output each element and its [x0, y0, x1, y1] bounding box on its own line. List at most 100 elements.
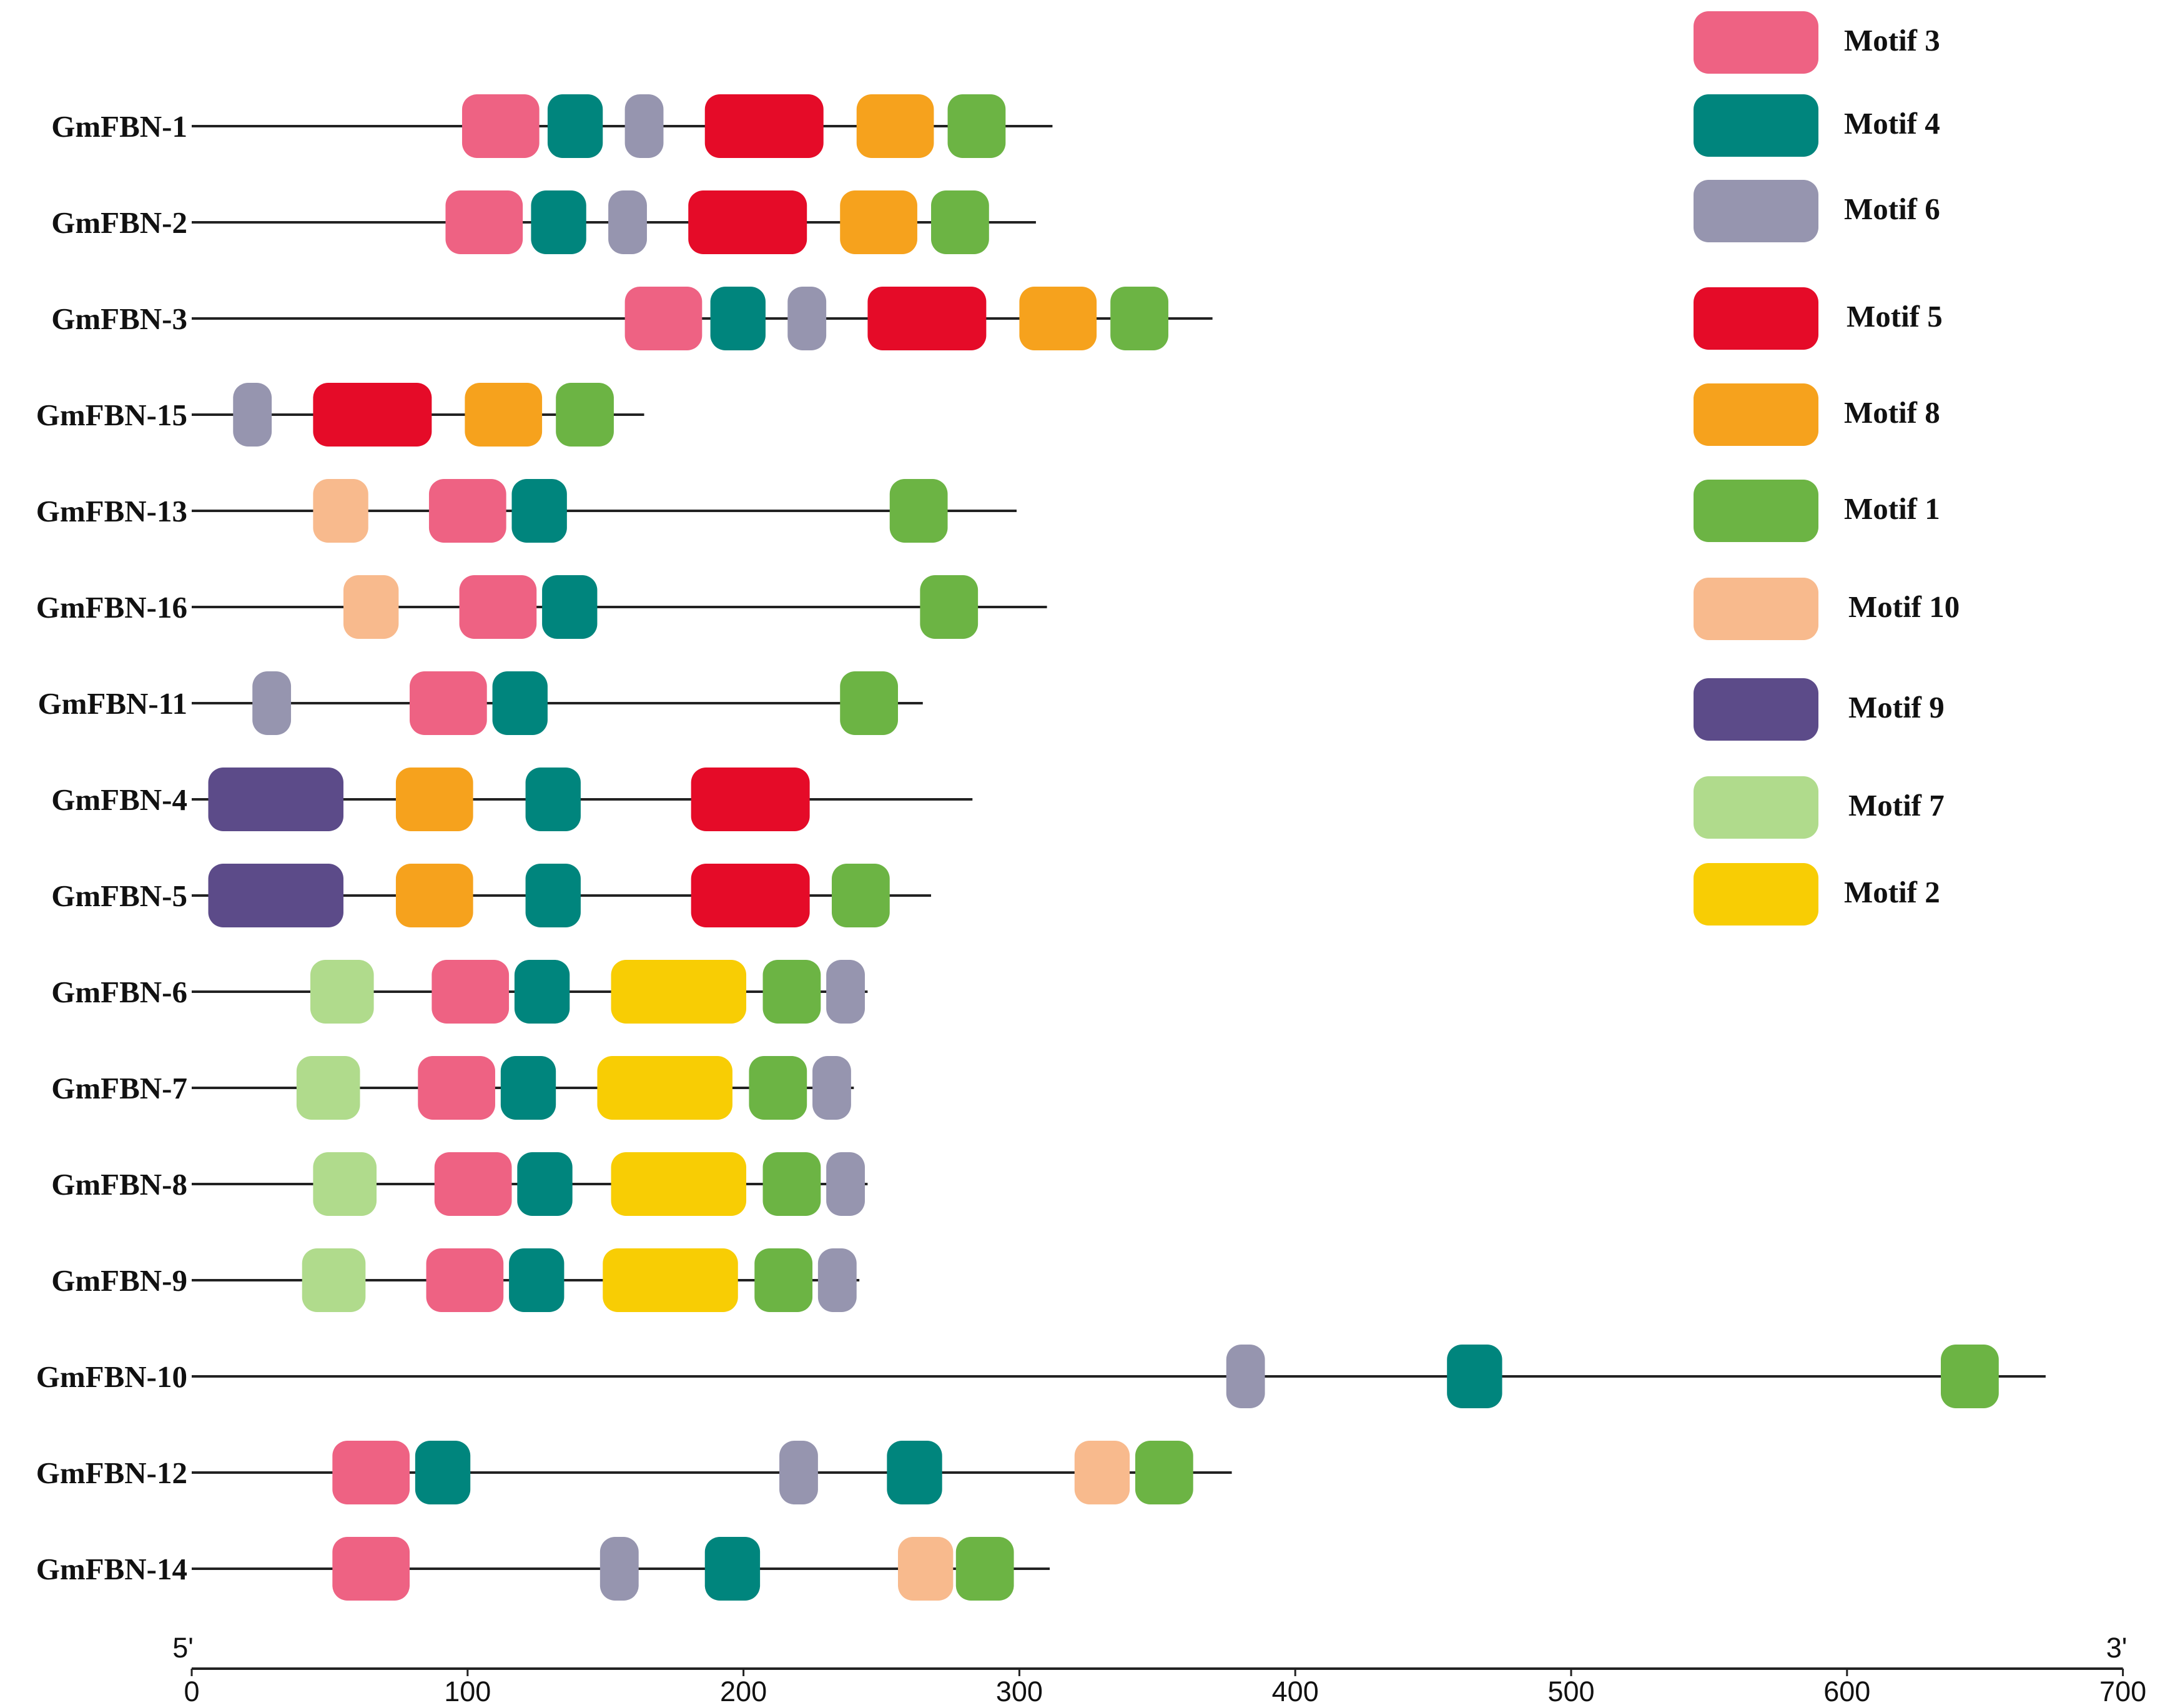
gene-track-gmfbn-15: GmFBN-15 — [36, 383, 644, 447]
legend-swatch — [1694, 863, 1818, 926]
gene-track-gmfbn-11: GmFBN-11 — [37, 671, 923, 735]
gene-label: GmFBN-11 — [37, 686, 187, 721]
gene-track-gmfbn-3: GmFBN-3 — [51, 287, 1213, 350]
motif-box-motif-7 — [296, 1056, 360, 1120]
legend-label: Motif 7 — [1848, 788, 1945, 822]
gene-label: GmFBN-14 — [36, 1552, 187, 1586]
motif-box-motif-3 — [332, 1441, 410, 1504]
gene-label: GmFBN-7 — [51, 1071, 187, 1105]
gene-track-gmfbn-7: GmFBN-7 — [51, 1056, 854, 1120]
motif-box-motif-9 — [208, 768, 343, 831]
motif-box-motif-1 — [947, 94, 1006, 158]
legend-item-motif-6: Motif 6 — [1694, 180, 1940, 242]
motif-box-motif-8 — [840, 190, 917, 254]
x-tick-label: 700 — [2099, 1676, 2146, 1707]
motif-box-motif-5 — [691, 768, 810, 831]
motif-box-motif-8 — [395, 864, 473, 927]
motif-box-motif-5 — [867, 287, 987, 350]
motif-box-motif-8 — [465, 383, 543, 447]
motif-box-motif-3 — [428, 479, 506, 543]
motif-box-motif-4 — [517, 1152, 573, 1216]
legend-item-motif-7: Motif 7 — [1694, 776, 1945, 839]
x-tick-label: 500 — [1547, 1676, 1594, 1707]
motif-box-motif-8 — [395, 768, 473, 831]
legend-swatch — [1694, 776, 1818, 839]
motif-box-motif-10 — [343, 575, 399, 639]
gene-track-gmfbn-6: GmFBN-6 — [51, 960, 868, 1024]
motif-box-motif-1 — [889, 479, 948, 543]
gene-label: GmFBN-6 — [51, 975, 187, 1009]
motif-box-motif-3 — [418, 1056, 495, 1120]
motif-box-motif-9 — [208, 864, 343, 927]
motif-box-motif-4 — [492, 671, 548, 735]
motif-box-motif-4 — [525, 864, 581, 927]
x-tick-label: 300 — [996, 1676, 1043, 1707]
motif-box-motif-6 — [826, 1152, 865, 1216]
motif-box-motif-4 — [500, 1056, 556, 1120]
motif-box-motif-4 — [547, 94, 603, 158]
motif-box-motif-6 — [826, 960, 865, 1024]
motif-box-motif-6 — [252, 671, 292, 735]
legend-swatch — [1694, 383, 1818, 446]
motif-box-motif-1 — [1110, 287, 1168, 350]
x-tick-label: 600 — [1823, 1676, 1870, 1707]
legend-swatch — [1694, 11, 1818, 74]
motif-box-motif-1 — [931, 190, 989, 254]
motif-box-motif-4 — [525, 768, 581, 831]
motif-legend: Motif 3 Motif 4 Motif 6 Motif 5 Motif 8 Motif… — [1694, 11, 1960, 926]
legend-item-motif-1: Motif 1 — [1694, 480, 1940, 542]
x-axis: 0 100 200 300 400 500 600 700 5' 3' — [172, 1632, 2146, 1707]
motif-box-motif-1 — [920, 575, 979, 639]
legend-swatch — [1694, 480, 1818, 542]
motif-box-motif-4 — [704, 1537, 761, 1601]
motif-box-motif-7 — [310, 960, 374, 1024]
gene-label: GmFBN-2 — [51, 205, 187, 240]
gene-track-gmfbn-1: GmFBN-1 — [51, 94, 1053, 158]
motif-box-motif-4 — [511, 479, 567, 543]
gene-label: GmFBN-4 — [51, 782, 187, 817]
motif-box-motif-6 — [624, 94, 664, 158]
x-tick-label: 100 — [444, 1676, 491, 1707]
motif-box-motif-4 — [415, 1441, 471, 1504]
legend-label: Motif 6 — [1844, 192, 1940, 226]
gene-label: GmFBN-13 — [36, 494, 187, 528]
motif-box-motif-4 — [514, 960, 570, 1024]
motif-box-motif-6 — [233, 383, 272, 447]
motif-box-motif-5 — [691, 864, 810, 927]
motif-box-motif-10 — [1074, 1441, 1130, 1504]
gene-track-gmfbn-5: GmFBN-5 — [51, 864, 932, 927]
legend-swatch — [1694, 287, 1818, 350]
legend-label: Motif 10 — [1848, 590, 1960, 624]
motif-box-motif-4 — [531, 190, 586, 254]
gene-track-gmfbn-9: GmFBN-9 — [51, 1248, 860, 1312]
motif-box-motif-1 — [762, 960, 821, 1024]
motif-box-motif-1 — [556, 383, 614, 447]
motif-box-motif-6 — [608, 190, 647, 254]
motif-box-motif-1 — [831, 864, 890, 927]
motif-box-motif-1 — [754, 1248, 813, 1312]
motif-box-motif-7 — [313, 1152, 377, 1216]
legend-swatch — [1694, 678, 1818, 741]
legend-swatch — [1694, 578, 1818, 640]
motif-box-motif-3 — [432, 960, 510, 1024]
motif-box-motif-2 — [597, 1056, 732, 1120]
legend-item-motif-2: Motif 2 — [1694, 863, 1940, 926]
gene-label: GmFBN-5 — [51, 879, 187, 913]
legend-item-motif-3: Motif 3 — [1694, 11, 1940, 74]
legend-item-motif-9: Motif 9 — [1694, 678, 1945, 741]
gene-track-gmfbn-10: GmFBN-10 — [36, 1345, 2046, 1408]
legend-label: Motif 2 — [1844, 875, 1940, 909]
motif-box-motif-8 — [1019, 287, 1097, 350]
gene-track-gmfbn-4: GmFBN-4 — [51, 768, 973, 831]
legend-swatch — [1694, 180, 1818, 242]
gene-label: GmFBN-10 — [36, 1360, 187, 1394]
gene-track-gmfbn-8: GmFBN-8 — [51, 1152, 868, 1216]
motif-box-motif-4 — [1447, 1345, 1502, 1408]
gene-label: GmFBN-1 — [51, 109, 187, 144]
motif-box-motif-8 — [856, 94, 934, 158]
x-tick-label: 0 — [184, 1676, 199, 1707]
gene-label: GmFBN-15 — [36, 398, 187, 432]
motif-box-motif-3 — [459, 575, 537, 639]
legend-label: Motif 5 — [1847, 299, 1943, 333]
legend-label: Motif 1 — [1844, 491, 1940, 526]
